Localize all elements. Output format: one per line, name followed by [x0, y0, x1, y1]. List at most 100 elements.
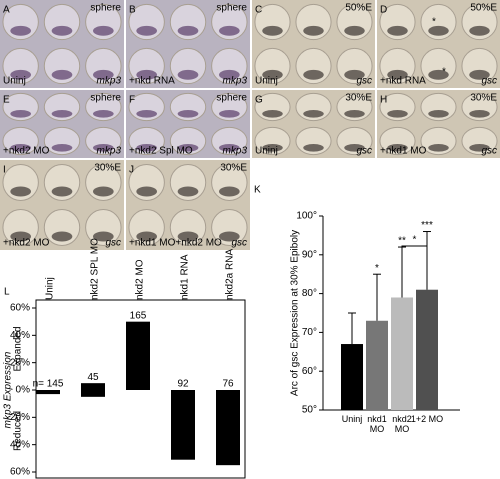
stain [136, 110, 158, 118]
x-tick-label: Uninj [45, 277, 56, 300]
significance: * [375, 263, 379, 274]
y-tick-label: 60° [302, 366, 317, 377]
stain [93, 110, 114, 118]
condition-label: +nkd RNA [129, 76, 175, 87]
stain [219, 144, 240, 152]
stage-label: 50%E [345, 3, 372, 14]
stain [136, 25, 158, 36]
y-tick-label: 50° [302, 405, 317, 416]
stage-label: 30%E [94, 163, 121, 174]
stain [177, 110, 199, 118]
stain [344, 144, 365, 152]
stain [10, 25, 32, 36]
condition-label: +nkd2 Spl MO [129, 146, 193, 157]
bar [366, 320, 388, 410]
stain [177, 186, 199, 197]
y-tick-label: 90° [302, 249, 317, 260]
panel-letter: C [255, 5, 262, 16]
stain [344, 25, 365, 36]
stain [428, 25, 449, 36]
upper-label: Expanded [13, 326, 24, 371]
bar [391, 297, 413, 410]
bar [126, 321, 150, 390]
condition-label: Uninj [255, 76, 278, 87]
asterisk-mark: * [432, 17, 436, 28]
stain [262, 110, 283, 118]
stain [219, 69, 240, 80]
x-tick-label: nkd1 MO [367, 414, 387, 434]
y-tick-label: 100° [296, 211, 317, 222]
bar [36, 390, 60, 395]
stain [344, 69, 365, 80]
stain [469, 69, 490, 80]
panel-letter: D [380, 5, 387, 16]
stain [469, 144, 490, 152]
probe-label: gsc [481, 146, 497, 157]
stain [303, 69, 324, 80]
panel-letter: I [3, 165, 6, 176]
stain [10, 69, 32, 80]
stain [10, 186, 32, 197]
stain [51, 144, 73, 152]
stain [344, 110, 365, 118]
y-tick-label: 40% [10, 330, 30, 341]
stage-label: sphere [216, 3, 247, 14]
probe-label: gsc [105, 238, 121, 249]
panel-letter: B [129, 5, 136, 16]
panel-letter: G [255, 95, 263, 106]
y-axis-title: mkp3 Expression [3, 351, 14, 428]
stain [303, 25, 324, 36]
stain [303, 110, 324, 118]
n-label: 92 [177, 379, 189, 390]
stain [136, 231, 158, 242]
x-tick-label: nkd2 MO [135, 259, 146, 300]
x-tick-label: nkd2 SPL MO [90, 238, 101, 300]
condition-label: +nkd2 MO [3, 238, 50, 249]
condition-label: +nkd1 MO [380, 146, 427, 157]
bar [81, 383, 105, 390]
stage-label: 50%E [470, 3, 497, 14]
stain [469, 110, 490, 118]
probe-label: mkp3 [223, 146, 248, 157]
x-tick-label: nkd1 RNA [180, 254, 191, 300]
stain [262, 25, 283, 36]
stain [219, 25, 240, 36]
panel-letter: A [3, 5, 10, 16]
panel-letter: L [4, 287, 10, 298]
stain [177, 144, 199, 152]
panel-letter: E [3, 95, 10, 106]
n-label: 76 [222, 379, 234, 390]
stain [219, 231, 240, 242]
stain [387, 69, 408, 80]
stain [51, 186, 73, 197]
bar [171, 390, 195, 460]
stain [51, 25, 73, 36]
condition-label: Uninj [255, 146, 278, 157]
stage-label: sphere [90, 93, 121, 104]
stain [136, 186, 158, 197]
stain [262, 69, 283, 80]
condition-label: Uninj [3, 76, 26, 87]
y-tick-label: 60% [10, 467, 30, 478]
probe-label: gsc [356, 76, 372, 87]
bracket [401, 245, 428, 250]
bar [216, 390, 240, 466]
panel-letter: J [129, 165, 134, 176]
y-tick-label: 60% [10, 303, 30, 314]
asterisk-mark: * [442, 67, 446, 78]
probe-label: gsc [356, 146, 372, 157]
stain [219, 110, 240, 118]
stage-label: 30%E [470, 93, 497, 104]
n-label: 165 [130, 310, 147, 321]
stain [93, 144, 114, 152]
y-tick-label: 20% [10, 357, 30, 368]
stain [428, 69, 449, 80]
stage-label: 30%E [220, 163, 247, 174]
x-tick-label: nkd2 MO [392, 414, 412, 434]
stain [387, 25, 408, 36]
panel-letter: K [254, 185, 261, 196]
n-label: n= 145 [33, 379, 64, 390]
bar [416, 289, 438, 410]
